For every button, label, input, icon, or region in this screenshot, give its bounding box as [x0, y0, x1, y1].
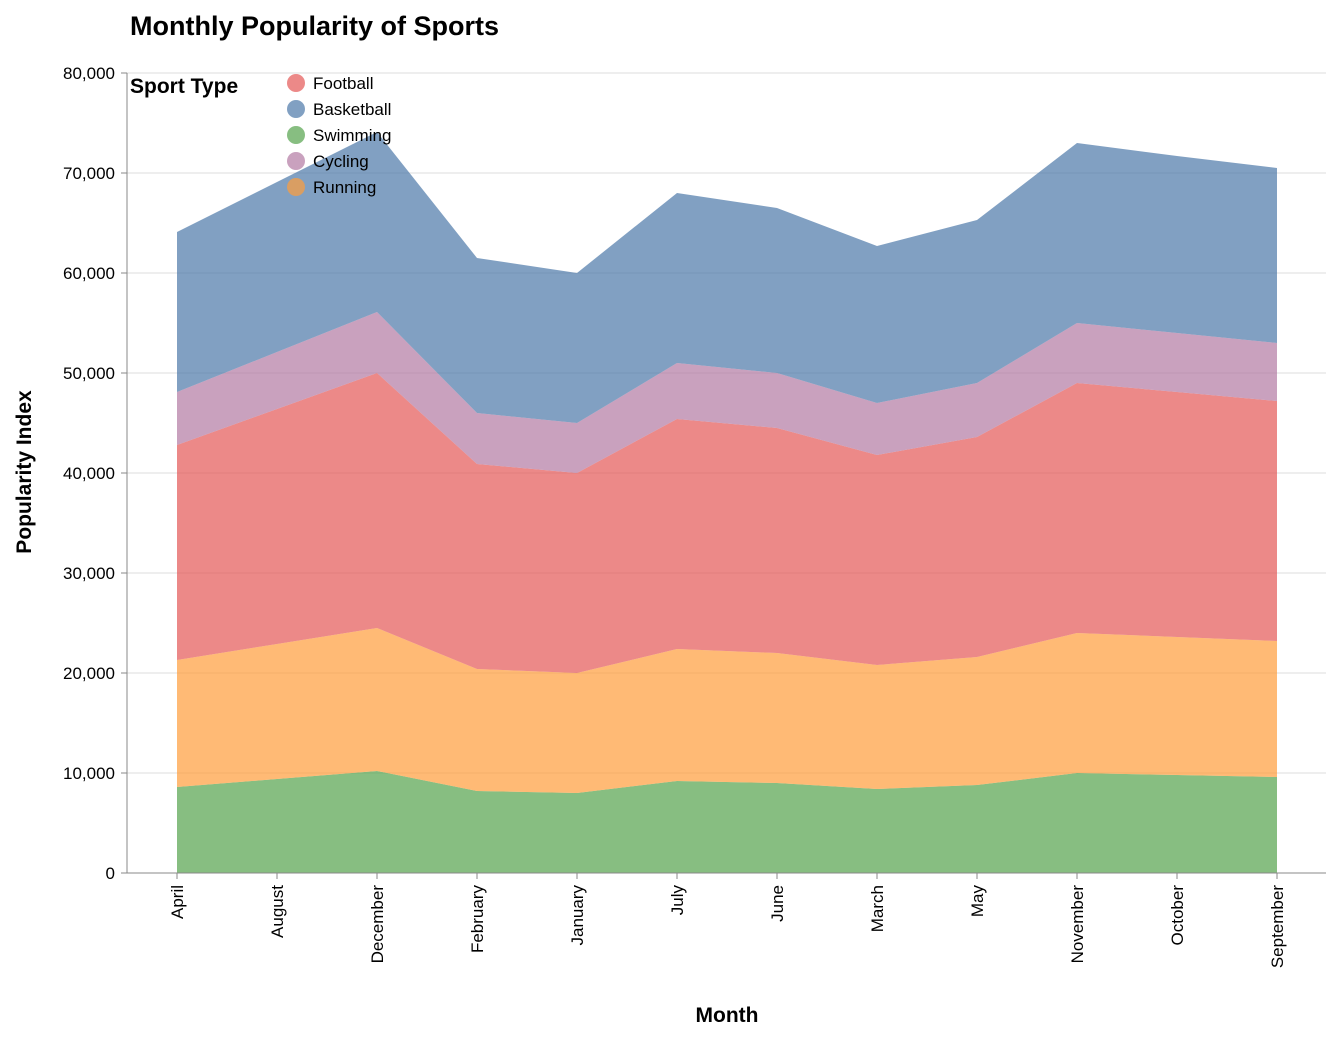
x-tick-label: January — [568, 885, 587, 946]
legend-swatch-running — [287, 178, 305, 196]
y-tick-label: 20,000 — [63, 664, 115, 683]
legend-label-football: Football — [313, 74, 373, 93]
x-tick-label: May — [968, 885, 987, 918]
y-tick-label: 30,000 — [63, 564, 115, 583]
y-tick-label: 40,000 — [63, 464, 115, 483]
legend: Sport Type Football Basketball Swimming Cyc… — [130, 74, 391, 197]
area-cycling — [177, 312, 1277, 473]
y-tick-label: 60,000 — [63, 264, 115, 283]
legend-swatch-football — [287, 74, 305, 92]
legend-swatch-basketball — [287, 100, 305, 118]
area-football — [177, 373, 1277, 673]
y-axis-title: Popularity Index — [13, 390, 36, 554]
x-tick-label: November — [1068, 885, 1087, 964]
legend-label-cycling: Cycling — [313, 152, 369, 171]
x-tick-label: August — [268, 885, 287, 938]
area-basketball — [177, 132, 1277, 423]
x-tick-label: July — [668, 885, 687, 916]
x-tick-label: March — [868, 885, 887, 932]
x-tick-label: June — [768, 885, 787, 922]
x-axis-title: Month — [696, 1004, 759, 1027]
y-tick-label: 50,000 — [63, 364, 115, 383]
legend-swatch-swimming — [287, 126, 305, 144]
area-layers — [177, 132, 1277, 873]
legend-label-swimming: Swimming — [313, 126, 391, 145]
y-tick-label: 80,000 — [63, 64, 115, 83]
area-running — [177, 628, 1277, 793]
y-axis: 0 10,000 20,000 30,000 40,000 50,000 60,000 70,… — [63, 64, 128, 883]
y-tick-label: 0 — [106, 864, 115, 883]
legend-swatch-cycling — [287, 152, 305, 170]
x-tick-label: April — [168, 885, 187, 919]
x-tick-label: October — [1168, 885, 1187, 946]
legend-label-running: Running — [313, 178, 376, 197]
x-axis: April August December February January July Ju… — [127, 872, 1326, 968]
chart-title: Monthly Popularity of Sports — [130, 11, 499, 41]
legend-label-basketball: Basketball — [313, 100, 391, 119]
x-tick-label: February — [468, 885, 487, 954]
y-tick-label: 10,000 — [63, 764, 115, 783]
y-tick-label: 70,000 — [63, 164, 115, 183]
area-swimming — [177, 771, 1277, 873]
legend-title: Sport Type — [130, 75, 238, 98]
x-tick-label: December — [368, 885, 387, 964]
x-tick-label: September — [1268, 885, 1287, 968]
